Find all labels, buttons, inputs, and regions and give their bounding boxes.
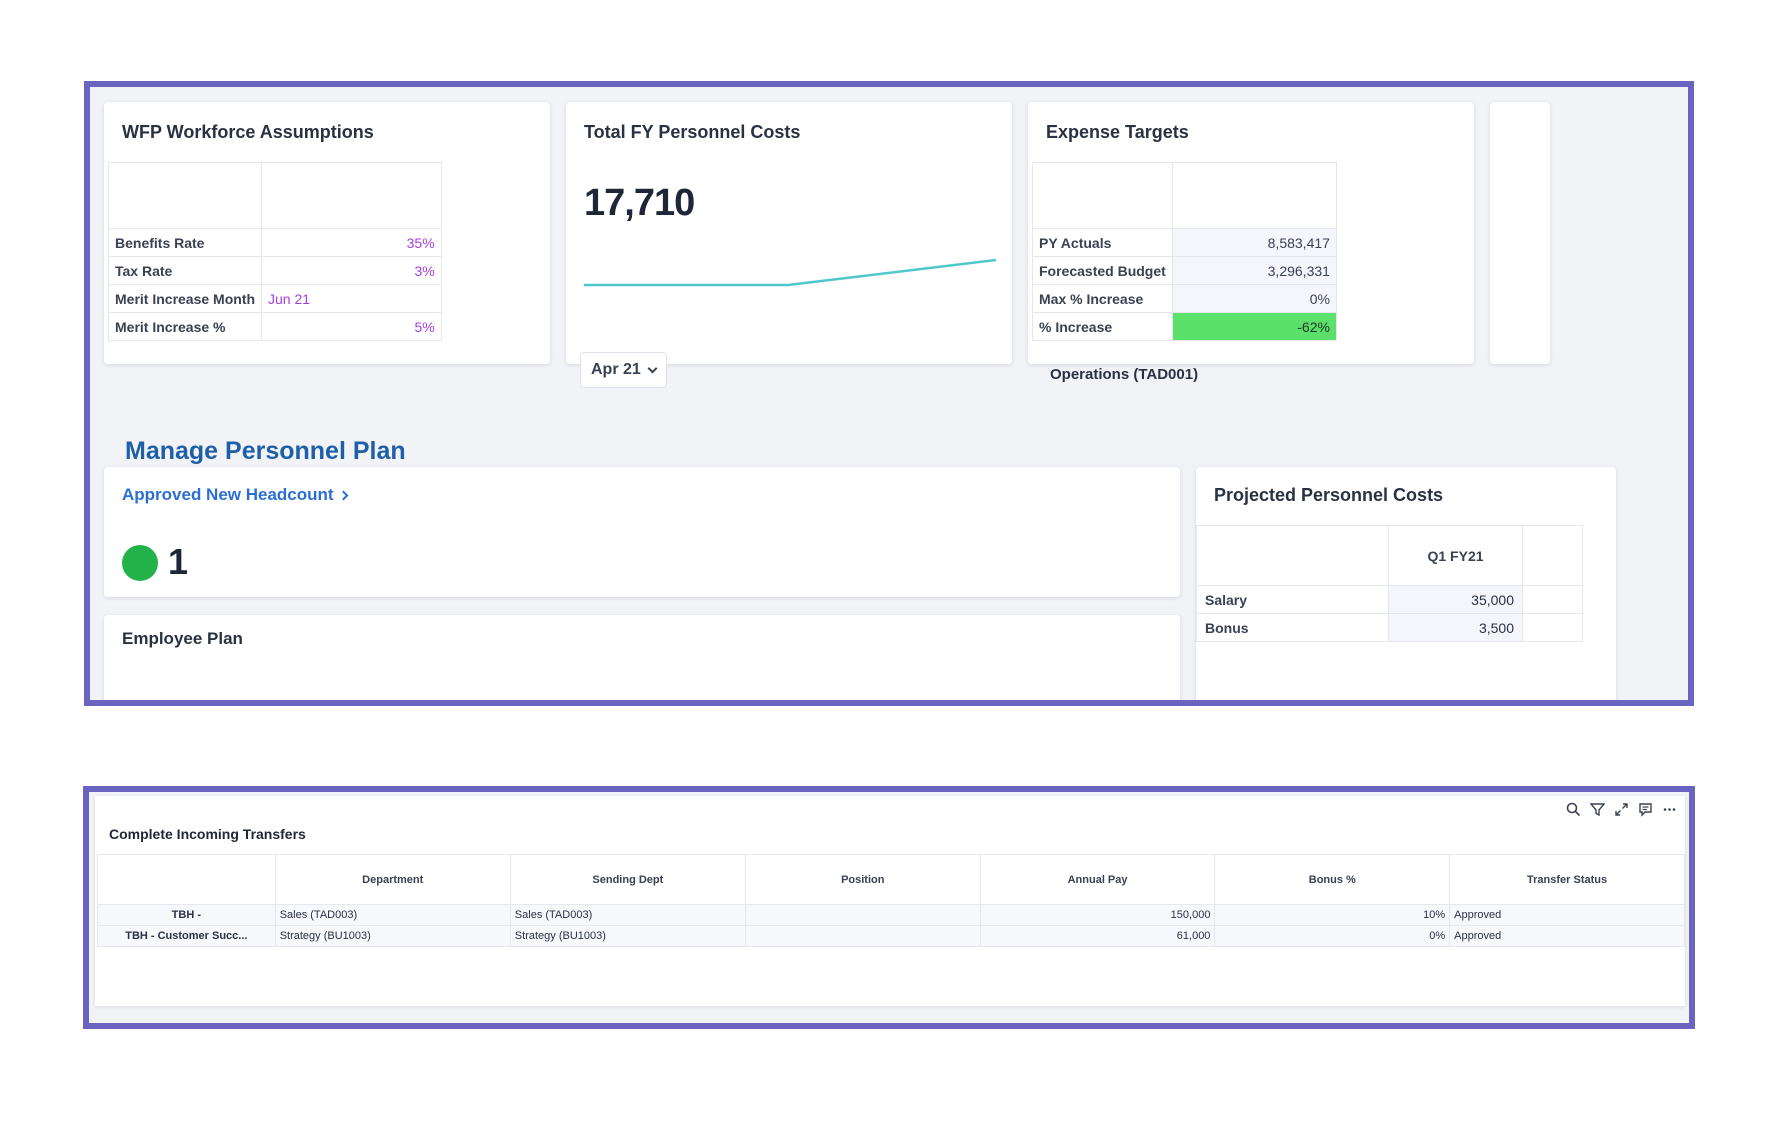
table-row[interactable]: TBH - Sales (TAD003) Sales (TAD003) 150,… bbox=[97, 904, 1685, 926]
row-value[interactable]: 5% bbox=[261, 312, 442, 341]
table-row: Max % Increase 0% bbox=[1032, 284, 1337, 313]
personnel-costs-title: Total FY Personnel Costs bbox=[584, 122, 801, 142]
table-row: % Increase -62% bbox=[1032, 312, 1337, 341]
table-header-row: Department Sending Dept Position Annual … bbox=[97, 854, 1685, 905]
row-label: Merit Increase Month bbox=[107, 284, 263, 313]
transfers-toolbar bbox=[1566, 802, 1677, 817]
row-label: Tax Rate bbox=[107, 256, 263, 285]
partial-card bbox=[1490, 102, 1550, 364]
projected-costs-card: Projected Personnel Costs Q1 FY21 Salary… bbox=[1196, 467, 1616, 700]
table-row: Merit Increase Month Jun 21 bbox=[107, 284, 442, 313]
transfers-card: Complete Incoming Transfers bbox=[95, 796, 1685, 1006]
workforce-assumptions-table: Benefits Rate 35% Tax Rate 3% Merit Incr… bbox=[107, 162, 442, 341]
cell-name: TBH - Customer Succ... bbox=[97, 925, 276, 947]
row-label: Forecasted Budget bbox=[1032, 256, 1173, 285]
trend-line bbox=[584, 258, 997, 287]
personnel-costs-value: 17,710 bbox=[584, 182, 695, 224]
transfers-title: Complete Incoming Transfers bbox=[109, 826, 306, 842]
table-row: Bonus 3,500 bbox=[1196, 613, 1583, 642]
table-row: Merit Increase % 5% bbox=[107, 312, 442, 341]
transfers-table: Department Sending Dept Position Annual … bbox=[97, 854, 1685, 947]
row-label: % Increase bbox=[1032, 312, 1173, 341]
period-dropdown[interactable]: Apr 21 bbox=[580, 352, 667, 388]
cell-name: TBH - bbox=[97, 904, 276, 926]
row-label: PY Actuals bbox=[1032, 228, 1173, 257]
cell-position[interactable] bbox=[744, 904, 981, 926]
section-title: Manage Personnel Plan bbox=[125, 437, 406, 465]
expand-icon[interactable] bbox=[1614, 802, 1629, 817]
cell-annual-pay[interactable]: 61,000 bbox=[979, 925, 1216, 947]
row-value: 0% bbox=[1171, 284, 1337, 313]
status-dot-icon bbox=[122, 545, 158, 581]
employee-plan-title: Employee Plan bbox=[122, 629, 243, 648]
headcount-count: 1 bbox=[168, 541, 189, 582]
column-header[interactable]: Position bbox=[744, 854, 981, 905]
chevron-down-icon bbox=[647, 363, 658, 373]
expense-targets-card: Expense Targets PY Actuals 8,583,417 For… bbox=[1028, 102, 1474, 383]
table-row[interactable]: TBH - Customer Succ... Strategy (BU1003)… bbox=[97, 925, 1685, 947]
cell-annual-pay[interactable]: 150,000 bbox=[979, 904, 1216, 926]
more-icon[interactable] bbox=[1662, 802, 1677, 817]
table-row: Tax Rate 3% bbox=[107, 256, 442, 285]
dashboard-frame: WFP Workforce Assumptions Benefits Rate … bbox=[84, 81, 1694, 706]
table-row: PY Actuals 8,583,417 bbox=[1032, 228, 1337, 257]
row-label: Merit Increase % bbox=[107, 312, 263, 341]
column-header[interactable]: Bonus % bbox=[1214, 854, 1451, 905]
row-value: 35,000 bbox=[1388, 585, 1523, 614]
column-header bbox=[97, 854, 276, 905]
employee-plan-card: Employee Plan bbox=[104, 615, 1180, 700]
row-label: Bonus bbox=[1196, 613, 1389, 642]
personnel-costs-card: Total FY Personnel Costs 17,710 Apr 21 bbox=[566, 102, 1012, 388]
workforce-assumptions-title: WFP Workforce Assumptions bbox=[122, 122, 374, 142]
trend-sparkline bbox=[584, 258, 997, 287]
transfers-frame: Complete Incoming Transfers bbox=[83, 786, 1695, 1029]
comment-icon[interactable] bbox=[1638, 802, 1653, 817]
cell-bonus[interactable]: 10% bbox=[1214, 904, 1451, 926]
cell-department[interactable]: Strategy (BU1003) bbox=[274, 925, 511, 947]
row-label: Benefits Rate bbox=[107, 228, 263, 257]
cell-bonus[interactable]: 0% bbox=[1214, 925, 1451, 947]
chevron-right-icon bbox=[338, 490, 349, 500]
column-header[interactable]: Transfer Status bbox=[1449, 854, 1685, 905]
table-row: Forecasted Budget 3,296,331 bbox=[1032, 256, 1337, 285]
row-value[interactable]: Jun 21 bbox=[261, 284, 442, 313]
workforce-assumptions-card: WFP Workforce Assumptions Benefits Rate … bbox=[104, 102, 550, 364]
search-icon[interactable] bbox=[1566, 802, 1581, 817]
expense-targets-caption: Operations (TAD001) bbox=[1050, 366, 1199, 383]
row-label: Salary bbox=[1196, 585, 1389, 614]
period-label: Apr 21 bbox=[591, 361, 641, 378]
row-value[interactable]: 3% bbox=[261, 256, 442, 285]
expense-targets-table: PY Actuals 8,583,417 Forecasted Budget 3… bbox=[1032, 162, 1337, 341]
table-row: Benefits Rate 35% bbox=[107, 228, 442, 257]
row-value: 3,500 bbox=[1388, 613, 1523, 642]
approved-headcount-link[interactable]: Approved New Headcount bbox=[122, 485, 349, 505]
column-header[interactable]: Department bbox=[274, 854, 511, 905]
column-header: Q1 FY21 bbox=[1388, 525, 1523, 586]
projected-costs-title: Projected Personnel Costs bbox=[1214, 485, 1444, 505]
cell-position[interactable] bbox=[744, 925, 981, 947]
cell-transfer-status[interactable]: Approved bbox=[1449, 904, 1685, 926]
row-label: Max % Increase bbox=[1032, 284, 1173, 313]
cell-sending-dept[interactable]: Sales (TAD003) bbox=[509, 904, 746, 926]
cell-sending-dept[interactable]: Strategy (BU1003) bbox=[509, 925, 746, 947]
approved-headcount-label: Approved New Headcount bbox=[122, 485, 334, 504]
column-header[interactable]: Annual Pay bbox=[979, 854, 1216, 905]
row-value: -62% bbox=[1171, 312, 1337, 341]
projected-costs-table: Q1 FY21 Salary 35,000 Bonus 3,500 bbox=[1196, 525, 1583, 642]
filter-icon[interactable] bbox=[1590, 802, 1605, 817]
expense-targets-title: Expense Targets bbox=[1046, 122, 1189, 142]
cell-department[interactable]: Sales (TAD003) bbox=[274, 904, 511, 926]
approved-headcount-card: Approved New Headcount 1 bbox=[104, 467, 1180, 597]
table-row: Salary 35,000 bbox=[1196, 585, 1583, 614]
column-header[interactable]: Sending Dept bbox=[509, 854, 746, 905]
row-value: 8,583,417 bbox=[1171, 228, 1337, 257]
cell-transfer-status[interactable]: Approved bbox=[1449, 925, 1685, 947]
row-value[interactable]: 35% bbox=[261, 228, 442, 257]
row-value: 3,296,331 bbox=[1171, 256, 1337, 285]
